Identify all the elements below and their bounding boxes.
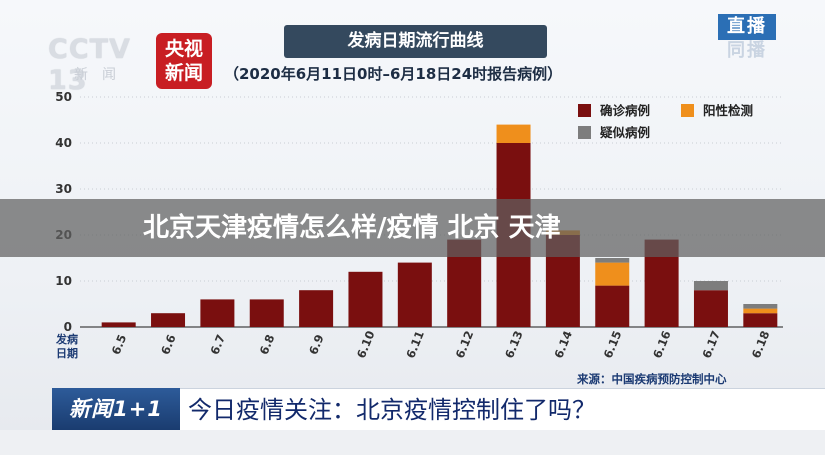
y-tick-label: 0 bbox=[64, 320, 72, 334]
bar-confirmed-6.17 bbox=[693, 290, 728, 327]
cctv-news-logo: 央视 新闻 bbox=[156, 33, 212, 89]
x-tick-label: 6.13 bbox=[502, 329, 526, 361]
x-tick-label: 6.18 bbox=[749, 329, 773, 361]
legend-swatch bbox=[681, 104, 694, 117]
chart-title: 发病日期流行曲线 bbox=[284, 25, 547, 58]
news-ticker: 新闻1+1 今日疫情关注：北京疫情控制住了吗？ bbox=[52, 388, 825, 431]
cctv13-sub: 新闻 bbox=[74, 67, 130, 83]
x-tick-label: 6.6 bbox=[158, 332, 179, 356]
live-badge-top: 直播 bbox=[718, 14, 776, 40]
chart-subtitle: （2020年6月11日0时–6月18日24时报告病例） bbox=[224, 65, 563, 83]
x-tick-label: 6.17 bbox=[699, 329, 723, 361]
bar-suspected-6.17 bbox=[693, 281, 728, 291]
x-axis-label: 日期 bbox=[56, 346, 78, 360]
x-tick-label: 6.12 bbox=[453, 329, 477, 361]
cctv-news-logo-line1: 央视 bbox=[164, 38, 203, 60]
live-badge-bottom: 同播 bbox=[727, 40, 767, 61]
cctv13-mark: CCTV 13 bbox=[48, 34, 131, 96]
bar-confirmed-6.10 bbox=[348, 271, 383, 327]
overlay-banner-text: 北京天津疫情怎么样/疫情 北京 天津 bbox=[143, 213, 561, 243]
x-tick-label: 6.7 bbox=[207, 332, 228, 356]
x-tick-label: 6.5 bbox=[109, 332, 130, 356]
legend-label: 确诊病例 bbox=[600, 103, 650, 118]
x-tick-label: 6.15 bbox=[601, 329, 625, 361]
bar-confirmed-6.7 bbox=[200, 299, 235, 327]
legend-label: 疑似病例 bbox=[600, 125, 650, 140]
y-tick-label: 30 bbox=[55, 182, 72, 196]
chart-source: 来源：中国疾病预防控制中心 bbox=[577, 372, 727, 386]
overlay-banner bbox=[0, 199, 825, 257]
bar-confirmed-6.9 bbox=[299, 290, 334, 327]
bar-confirmed-6.15 bbox=[595, 285, 630, 327]
legend-label: 阳性检测 bbox=[703, 103, 753, 118]
x-axis-label: 发病 bbox=[55, 332, 78, 346]
bar-confirmed-6.8 bbox=[249, 299, 284, 327]
y-tick-label: 40 bbox=[55, 136, 72, 150]
bar-confirmed-6.5 bbox=[101, 322, 136, 327]
legend-swatch bbox=[578, 126, 591, 139]
x-tick-label: 6.9 bbox=[306, 332, 327, 356]
y-tick-label: 10 bbox=[55, 274, 72, 288]
cctv-news-logo-line2: 新闻 bbox=[164, 62, 203, 84]
bar-confirmed-6.6 bbox=[151, 313, 186, 327]
x-tick-label: 6.16 bbox=[650, 329, 674, 361]
y-tick-label: 50 bbox=[55, 90, 72, 104]
legend-swatch bbox=[578, 104, 591, 117]
x-tick-label: 6.11 bbox=[403, 329, 427, 361]
bar-positive-6.13 bbox=[496, 124, 531, 143]
x-tick-label: 6.14 bbox=[551, 329, 575, 361]
program-logo: 新闻1+1 bbox=[52, 388, 180, 430]
x-tick-label: 6.10 bbox=[354, 329, 378, 361]
bar-positive-6.15 bbox=[595, 262, 630, 286]
bar-suspected-6.18 bbox=[743, 304, 778, 309]
live-badge: 直播 同播 bbox=[718, 14, 776, 62]
bar-confirmed-6.11 bbox=[397, 262, 432, 327]
bar-confirmed-6.18 bbox=[743, 313, 778, 327]
ticker-message: 今日疫情关注：北京疫情控制住了吗？ bbox=[180, 388, 825, 431]
x-tick-label: 6.8 bbox=[257, 332, 278, 356]
cctv13-logo: CCTV 13 新闻 bbox=[48, 34, 156, 96]
bar-suspected-6.15 bbox=[595, 258, 630, 263]
bottom-strip bbox=[0, 430, 825, 455]
bar-positive-6.18 bbox=[743, 308, 778, 314]
